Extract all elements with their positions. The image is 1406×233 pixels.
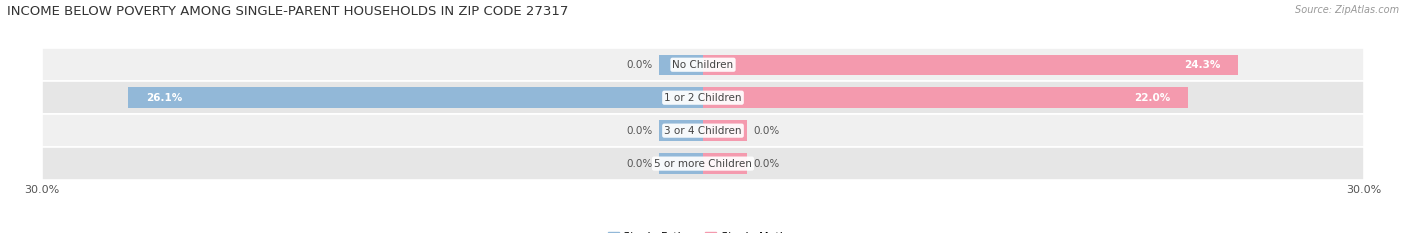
Text: 3 or 4 Children: 3 or 4 Children [664, 126, 742, 136]
Bar [42, 81, 1364, 114]
Text: 0.0%: 0.0% [754, 126, 780, 136]
Text: No Children: No Children [672, 60, 734, 70]
Text: INCOME BELOW POVERTY AMONG SINGLE-PARENT HOUSEHOLDS IN ZIP CODE 27317: INCOME BELOW POVERTY AMONG SINGLE-PARENT… [7, 5, 568, 18]
Bar [128, 87, 703, 108]
Bar [703, 87, 1188, 108]
Text: 0.0%: 0.0% [626, 126, 652, 136]
Bar [659, 55, 703, 75]
Legend: Single Father, Single Mother: Single Father, Single Mother [603, 227, 803, 233]
Bar [42, 114, 1364, 147]
Bar [42, 147, 1364, 180]
Bar [703, 120, 747, 141]
Text: 1 or 2 Children: 1 or 2 Children [664, 93, 742, 103]
Bar [42, 48, 1364, 81]
Text: 0.0%: 0.0% [626, 159, 652, 169]
Text: 22.0%: 22.0% [1133, 93, 1170, 103]
Text: 0.0%: 0.0% [754, 159, 780, 169]
Text: 0.0%: 0.0% [626, 60, 652, 70]
Bar [659, 120, 703, 141]
Text: 24.3%: 24.3% [1184, 60, 1220, 70]
Bar [703, 55, 1239, 75]
Text: 26.1%: 26.1% [146, 93, 181, 103]
Text: 5 or more Children: 5 or more Children [654, 159, 752, 169]
Text: Source: ZipAtlas.com: Source: ZipAtlas.com [1295, 5, 1399, 15]
Bar [659, 153, 703, 174]
Bar [703, 153, 747, 174]
